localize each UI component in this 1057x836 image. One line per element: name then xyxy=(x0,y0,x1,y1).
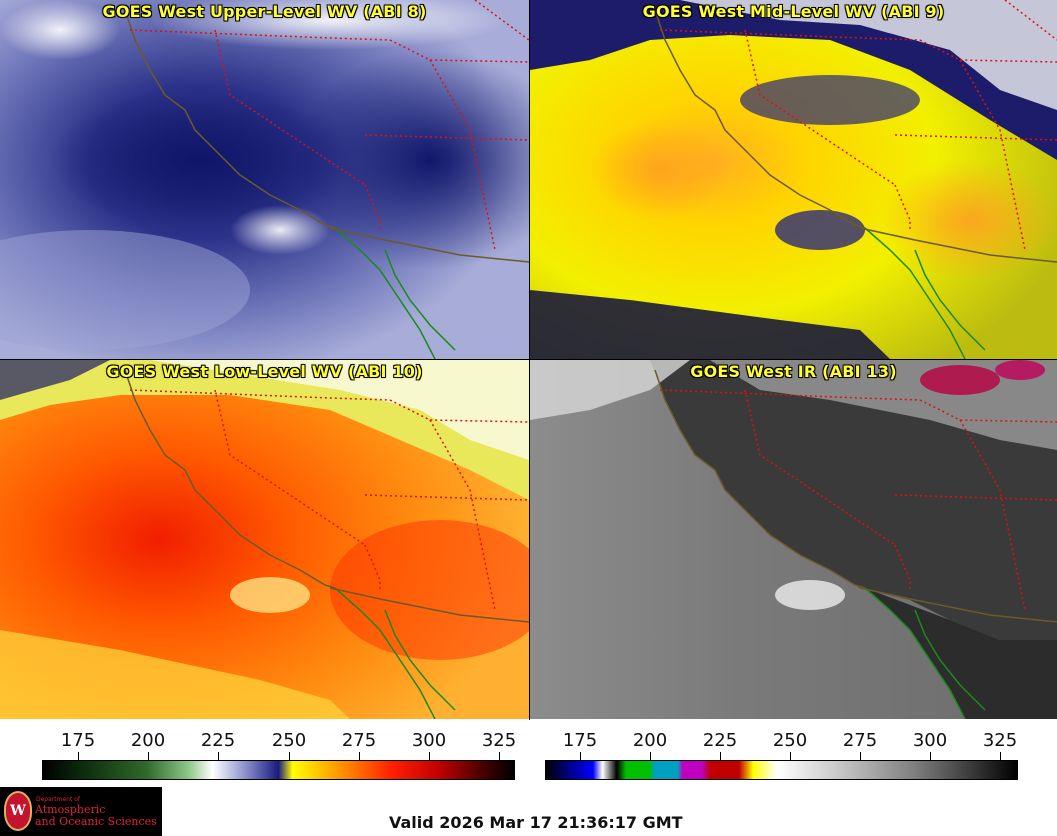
colorbar-left-gradient xyxy=(42,760,515,780)
colorbar-left-tick-label: 175 xyxy=(60,730,96,751)
colorbar-right-tick xyxy=(860,752,861,760)
panel-mid-level-wv: GOES West Mid-Level WV (ABI 9) xyxy=(530,0,1057,359)
colorbar-left-tick-label: 200 xyxy=(130,730,166,751)
logo-department-text: Department of xyxy=(36,796,80,803)
logo-line-2: and Oceanic Sciences xyxy=(35,815,157,828)
panel-low-level-wv: GOES West Low-Level WV (ABI 10) xyxy=(0,360,529,719)
colorbar-left-tick-label: 250 xyxy=(271,730,307,751)
panel-divider-vertical xyxy=(529,0,530,720)
colorbar-left-tick xyxy=(78,752,79,760)
aos-logo: W Department of Atmospheric and Oceanic … xyxy=(0,787,162,836)
logo-name: Atmospheric and Oceanic Sciences xyxy=(35,804,157,828)
panel-title: GOES West Low-Level WV (ABI 10) xyxy=(106,362,423,381)
ir-image xyxy=(530,360,1057,719)
colorbar-right-tick-label: 225 xyxy=(702,730,738,751)
university-seal-icon: W xyxy=(4,791,32,831)
colorbar-left-tick xyxy=(429,752,430,760)
colorbar-right-tick xyxy=(580,752,581,760)
colorbar-right-tick-label: 250 xyxy=(772,730,808,751)
colorbar-right-tick-label: 275 xyxy=(842,730,878,751)
panel-divider-horizontal xyxy=(0,359,1057,360)
mid-level-wv-image xyxy=(530,0,1057,359)
colorbar-left-tick-label: 275 xyxy=(341,730,377,751)
colorbar-left-tick-label: 225 xyxy=(200,730,236,751)
logo-line-1: Atmospheric xyxy=(35,803,106,816)
panel-title: GOES West IR (ABI 13) xyxy=(690,362,897,381)
low-level-wv-image xyxy=(0,360,529,719)
valid-timestamp: Valid 2026 Mar 17 21:36:17 GMT xyxy=(389,813,683,832)
colorbar-left-tick xyxy=(359,752,360,760)
colorbar-right-tick xyxy=(650,752,651,760)
colorbar-left-tick xyxy=(289,752,290,760)
colorbar-right-gradient xyxy=(545,760,1018,780)
colorbar-right-tick-label: 200 xyxy=(632,730,668,751)
colorbar-right-tick xyxy=(1000,752,1001,760)
panel-upper-level-wv: GOES West Upper-Level WV (ABI 8) xyxy=(0,0,529,359)
colorbar-left-tick xyxy=(218,752,219,760)
colorbar-right-tick xyxy=(930,752,931,760)
panel-title: GOES West Upper-Level WV (ABI 8) xyxy=(102,2,427,21)
colorbar-right-tick-label: 325 xyxy=(982,730,1018,751)
colorbar-left-tick xyxy=(499,752,500,760)
upper-level-wv-image xyxy=(0,0,529,359)
colorbar-left-tick-label: 300 xyxy=(411,730,447,751)
colorbar-right-tick-label: 175 xyxy=(562,730,598,751)
colorbar-right-tick-label: 300 xyxy=(912,730,948,751)
panel-title: GOES West Mid-Level WV (ABI 9) xyxy=(642,2,945,21)
colorbar-left-tick xyxy=(148,752,149,760)
colorbar-left-tick-label: 325 xyxy=(481,730,517,751)
colorbar-right-tick xyxy=(790,752,791,760)
panel-ir: GOES West IR (ABI 13) xyxy=(530,360,1057,719)
colorbar-right-tick xyxy=(720,752,721,760)
